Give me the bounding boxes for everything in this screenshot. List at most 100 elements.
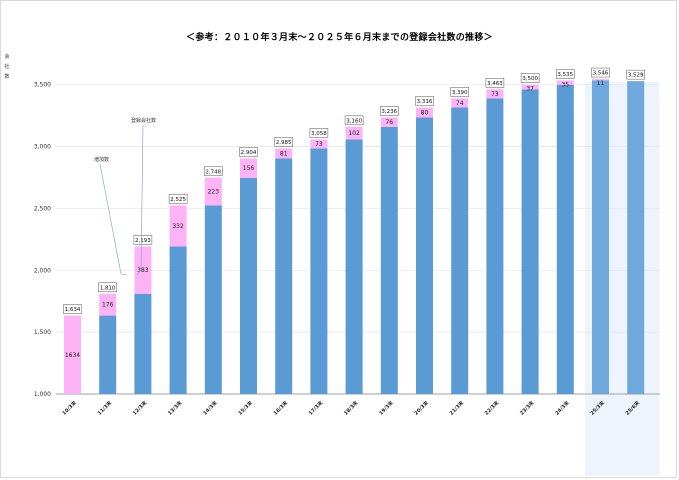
- bar-base: [345, 139, 363, 394]
- x-tick-label: 19/3末: [378, 399, 395, 416]
- y-tick-label: 3,000: [34, 144, 51, 151]
- bar-base: [521, 89, 539, 394]
- bar-increase: [380, 117, 398, 127]
- increase-label: 73: [491, 91, 499, 98]
- total-label-box: [98, 282, 117, 293]
- total-label: 1,810: [100, 285, 116, 291]
- total-label: 3,500: [522, 76, 538, 82]
- increase-label: 332: [172, 223, 184, 230]
- x-tick-label: 16/3末: [272, 399, 289, 416]
- total-label: 2,904: [241, 150, 257, 156]
- y-tick-label: 3,500: [34, 82, 51, 89]
- y-tick-label: 2,000: [34, 267, 51, 274]
- increase-label: 383: [137, 267, 149, 274]
- total-label: 3,529: [628, 73, 644, 79]
- increase-label: 37: [526, 86, 534, 93]
- y-axis-label: 会社数: [4, 54, 10, 80]
- total-label-box: [450, 87, 469, 97]
- bar-increase: [416, 107, 433, 118]
- y-tick-label: 2,500: [34, 205, 51, 212]
- bar-base: [134, 293, 152, 394]
- total-label-box: [626, 69, 645, 80]
- increase-label: 223: [208, 189, 220, 196]
- total-label-box: [380, 106, 399, 116]
- bar-increase: [99, 293, 117, 316]
- increase-label: 76: [385, 119, 393, 126]
- total-label: 2,525: [170, 197, 186, 203]
- chart-title: ＜参考：２０１０年３月末～２０２５年６月末までの登録会社数の推移＞: [186, 33, 493, 43]
- annotation-increase: 増加数: [94, 156, 109, 163]
- increase-label: 1634: [65, 352, 80, 359]
- total-label-box: [63, 304, 82, 314]
- total-label: 3,236: [381, 109, 397, 115]
- increase-label: 74: [456, 100, 464, 107]
- total-label-box: [344, 115, 364, 126]
- x-tick-label: 24/3末: [554, 399, 571, 416]
- bar-base: [275, 158, 293, 394]
- bar-base: [380, 126, 398, 395]
- bar-increase: [204, 177, 222, 206]
- bar-increase: [169, 205, 187, 247]
- bar-base: [451, 107, 469, 394]
- total-label: 3,546: [593, 71, 609, 77]
- bar-base: [416, 117, 433, 394]
- total-label: 2,985: [276, 140, 292, 146]
- total-label-box: [556, 69, 575, 79]
- x-tick-label: 15/3末: [237, 399, 254, 416]
- bar-increase: [275, 148, 293, 159]
- bar-base: [627, 81, 645, 395]
- total-label: 3,463: [487, 81, 503, 87]
- x-tick-label: 21/3末: [448, 399, 465, 416]
- x-tick-label: 20/3末: [413, 399, 430, 416]
- bar-increase: [451, 98, 469, 108]
- bar-base: [204, 205, 222, 394]
- total-label-box: [204, 166, 223, 177]
- increase-label: 102: [348, 130, 360, 137]
- x-tick-label: 14/3末: [202, 399, 219, 416]
- bar-increase: [521, 84, 539, 90]
- total-label-box: [520, 73, 540, 83]
- y-tick-label: 1,500: [34, 329, 51, 336]
- bar-increase: [240, 158, 257, 178]
- total-label-box: [591, 67, 610, 78]
- increase-label: 81: [280, 150, 288, 157]
- x-tick-label: 12/3末: [131, 399, 148, 416]
- annotation-line: [136, 124, 144, 276]
- x-tick-label: 11/3末: [96, 399, 113, 416]
- total-label: 3,058: [311, 131, 327, 137]
- bar-base: [99, 315, 117, 394]
- bar-increase: [64, 315, 81, 394]
- total-label: 1,634: [65, 307, 81, 313]
- bar-increase: [592, 79, 609, 81]
- increase-label: 156: [243, 165, 255, 172]
- x-tick-label: 17/3末: [307, 399, 324, 416]
- total-label: 2,193: [135, 238, 151, 244]
- total-label-box: [133, 235, 153, 245]
- x-tick-label: 13/3末: [166, 399, 183, 416]
- bar-increase: [134, 246, 152, 294]
- bar-base: [310, 148, 328, 394]
- total-label: 3,535: [557, 72, 573, 78]
- total-label-box: [168, 194, 188, 204]
- total-label-box: [485, 78, 505, 88]
- increase-label: 11: [597, 80, 605, 87]
- increase-label: 176: [102, 302, 114, 309]
- total-label-box: [239, 147, 258, 157]
- total-label: 3,390: [452, 90, 468, 96]
- bar-increase: [556, 80, 574, 85]
- bar-increase: [345, 126, 363, 140]
- x-tick-label: 22/3末: [483, 399, 500, 416]
- increase-label: 73: [315, 141, 323, 148]
- total-label: 3,316: [417, 99, 433, 105]
- increase-label: 35: [561, 81, 569, 88]
- increase-label: 80: [421, 109, 429, 116]
- bar-increase: [310, 139, 328, 149]
- bar-increase: [486, 89, 504, 99]
- y-tick-label: 1,000: [34, 391, 51, 398]
- x-tick-label: 10/3末: [61, 399, 78, 416]
- total-label-box: [415, 96, 434, 106]
- bar-base: [556, 84, 574, 395]
- x-tick-label: 18/3末: [342, 399, 359, 416]
